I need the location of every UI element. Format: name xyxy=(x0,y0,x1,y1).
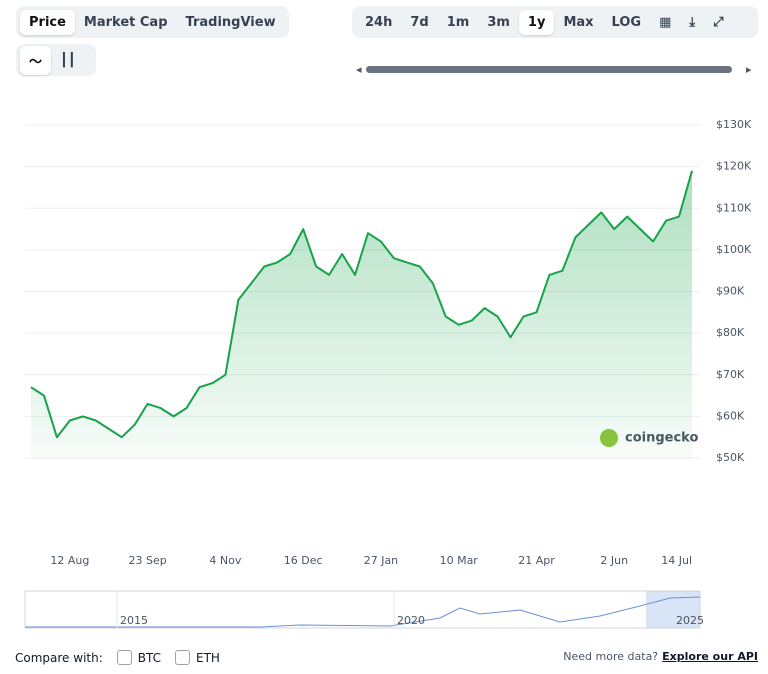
expand-icon[interactable]: ⤢ xyxy=(713,14,724,30)
compare-label: Compare with: xyxy=(15,650,103,665)
navigator-label: 2025 xyxy=(676,614,704,627)
range[interactable]: LOG xyxy=(611,14,642,30)
y-tick-label: $70K xyxy=(716,368,745,381)
x-tick-label: 2 Jun xyxy=(600,554,628,567)
compare-option[interactable]: BTC xyxy=(137,650,161,665)
x-tick-label: 23 Sep xyxy=(129,554,167,567)
calendar-icon[interactable]: ▦ xyxy=(659,14,672,30)
compare: Compare with: BTC ETH xyxy=(15,650,220,665)
range[interactable]: Max xyxy=(563,14,594,30)
y-tick-label: $110K xyxy=(716,201,752,214)
y-tick-label: $60K xyxy=(716,409,745,422)
scroll-left[interactable]: ◂ xyxy=(356,63,362,76)
api-link[interactable]: Explore our API xyxy=(662,650,758,663)
tab[interactable]: Market Cap xyxy=(83,14,168,30)
y-tick-label: $80K xyxy=(716,326,745,339)
y-tick-label: $120K xyxy=(716,160,752,173)
candle-chart-button[interactable]: ┃┃ xyxy=(60,52,76,68)
y-tick-label: $50K xyxy=(716,451,745,464)
navigator-label: 2020 xyxy=(397,614,425,627)
compare-option[interactable]: ETH xyxy=(196,650,220,665)
x-tick-label: 4 Nov xyxy=(209,554,241,567)
x-tick-label: 12 Aug xyxy=(50,554,89,567)
scroll-right[interactable]: ▸ xyxy=(746,63,752,76)
range[interactable]: 1m xyxy=(446,14,470,30)
range[interactable]: 3m xyxy=(487,14,510,30)
x-tick-label: 27 Jan xyxy=(364,554,398,567)
y-tick-label: $130K xyxy=(716,118,752,131)
x-tick-label: 10 Mar xyxy=(440,554,479,567)
x-tick-label: 21 Apr xyxy=(518,554,555,567)
tab-bar: Price Market Cap TradingView xyxy=(16,6,289,38)
price-area xyxy=(31,170,692,459)
range-bar: 24h 7d 1m 3m 1y Max LOG ▦ ⤓ ⤢ xyxy=(352,6,758,38)
line-chart-button[interactable]: 〜 xyxy=(20,45,52,75)
x-tick-label: 16 Dec xyxy=(284,554,323,567)
chart: ◂ ▸ 2015 2020 2025 coingecko $50K$60K$70… xyxy=(24,63,752,629)
scrollbar[interactable] xyxy=(366,66,732,73)
footer-text: Need more data? xyxy=(563,650,659,663)
checkbox[interactable] xyxy=(175,650,190,665)
price-line xyxy=(30,170,693,439)
navigator-label: 2015 xyxy=(120,614,148,627)
footer: Need more data? Explore our API xyxy=(563,650,758,663)
y-tick-label: $90K xyxy=(716,285,745,298)
y-tick-label: $100K xyxy=(716,243,752,256)
tab[interactable]: TradingView xyxy=(185,14,276,30)
tab[interactable]: Price xyxy=(20,9,75,35)
range[interactable]: 7d xyxy=(410,14,429,30)
checkbox[interactable] xyxy=(116,650,132,665)
range[interactable]: 1y xyxy=(518,9,555,35)
x-tick-label: 14 Jul xyxy=(661,554,692,567)
range[interactable]: 24h xyxy=(365,14,393,30)
navigator-line xyxy=(25,596,701,628)
download-icon[interactable]: ⤓ xyxy=(689,14,696,30)
chart-type-bar: 〜 ┃┃ xyxy=(16,44,96,76)
